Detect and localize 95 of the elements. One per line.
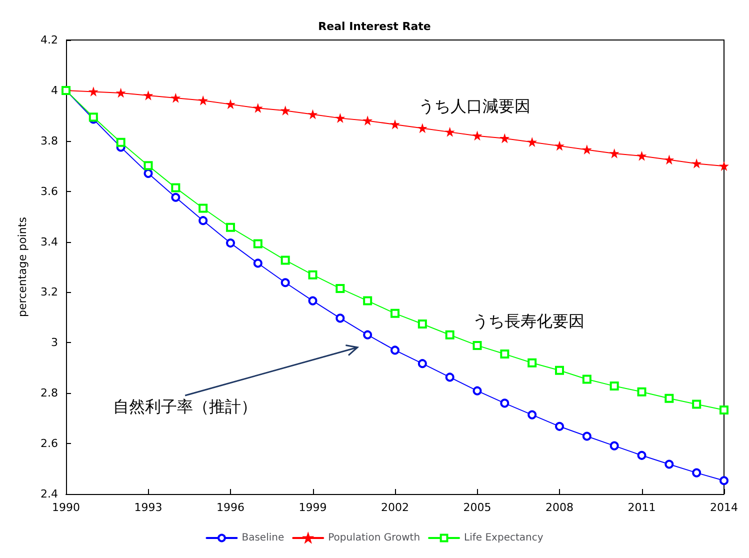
point: [226, 100, 234, 108]
point: [500, 350, 510, 359]
point: [720, 406, 729, 415]
y-tick-label: 2.8: [40, 386, 58, 400]
point: [363, 330, 372, 340]
legend-label: Life Expectancy: [464, 532, 544, 544]
point: [720, 162, 728, 170]
point: [172, 94, 180, 102]
point: [692, 400, 702, 409]
point: [473, 132, 482, 140]
point: [144, 161, 153, 170]
point: [528, 410, 537, 420]
point: [198, 216, 208, 226]
point: [226, 238, 235, 248]
point: [638, 152, 646, 160]
x-tick-label: 1993: [134, 501, 162, 514]
point: [253, 258, 262, 268]
point: [390, 346, 400, 355]
annotation: うち人口減要因: [418, 96, 531, 116]
point: [610, 441, 619, 450]
point: [528, 358, 537, 368]
point: [418, 359, 427, 368]
point: [418, 124, 426, 132]
point: [637, 450, 646, 460]
point: [308, 296, 318, 306]
point: [637, 387, 646, 396]
y-axis-title: percentage points: [16, 216, 29, 317]
y-tick-label: 4.2: [40, 34, 58, 46]
y-tick-label: 2.4: [40, 488, 58, 500]
point: [198, 204, 208, 213]
point: [171, 192, 180, 202]
y-tick-label: 3.6: [40, 184, 58, 198]
point: [582, 432, 592, 441]
point: [582, 146, 591, 154]
x-tick-label: 2008: [546, 501, 574, 514]
x-tick-label: 1990: [52, 501, 80, 514]
point: [472, 340, 482, 350]
point: [336, 114, 344, 122]
point: [555, 422, 564, 431]
y-tick-label: 3.4: [40, 235, 58, 248]
annotation: うち長寿化要因: [472, 312, 585, 331]
y-tick-label: 4: [51, 84, 58, 97]
point: [692, 468, 702, 478]
point: [116, 88, 125, 97]
point: [720, 476, 729, 486]
point: [390, 308, 400, 318]
point: [171, 183, 180, 192]
point: [664, 394, 674, 403]
annotation: 自然利子率（推計）: [113, 397, 258, 416]
point: [664, 460, 674, 469]
x-tick-label: 1999: [298, 501, 327, 514]
x-tick-label: 2005: [463, 501, 492, 514]
point: [582, 374, 592, 384]
point: [500, 134, 509, 142]
point: [692, 160, 701, 168]
point: [472, 386, 482, 396]
y-tick-label: 3: [51, 336, 58, 350]
legend-label: Population Growth: [328, 532, 420, 544]
point: [280, 278, 290, 288]
point: [363, 296, 372, 306]
point: [610, 150, 618, 158]
point: [199, 96, 208, 105]
point: [528, 138, 536, 146]
chart-title: Real Interest Rate: [318, 20, 431, 33]
x-tick-label: 2011: [628, 501, 656, 514]
y-tick-label: 3.2: [40, 286, 58, 299]
legend-label: Baseline: [242, 532, 284, 544]
point: [336, 314, 345, 323]
point: [500, 398, 510, 408]
y-tick-label: 2.6: [40, 437, 58, 450]
x-tick-label: 2002: [381, 501, 409, 514]
point: [391, 120, 399, 128]
point: [281, 106, 290, 115]
point: [418, 320, 427, 328]
point: [89, 88, 98, 96]
point: [364, 116, 372, 125]
point: [610, 382, 619, 391]
x-tick-label: 1996: [216, 501, 244, 514]
point: [280, 256, 290, 265]
point: [336, 284, 345, 293]
x-tick-label: 2014: [710, 501, 738, 514]
point: [116, 138, 126, 147]
point: [144, 91, 152, 100]
point: [226, 222, 235, 232]
point: [445, 372, 454, 382]
point: [446, 128, 454, 136]
point: [308, 270, 318, 280]
point: [556, 142, 564, 150]
point: [254, 104, 262, 112]
y-tick-label: 3.8: [40, 134, 58, 148]
point: [555, 366, 564, 375]
point: [665, 156, 674, 164]
point: [253, 239, 262, 248]
point: [308, 110, 317, 118]
point: [445, 330, 454, 340]
